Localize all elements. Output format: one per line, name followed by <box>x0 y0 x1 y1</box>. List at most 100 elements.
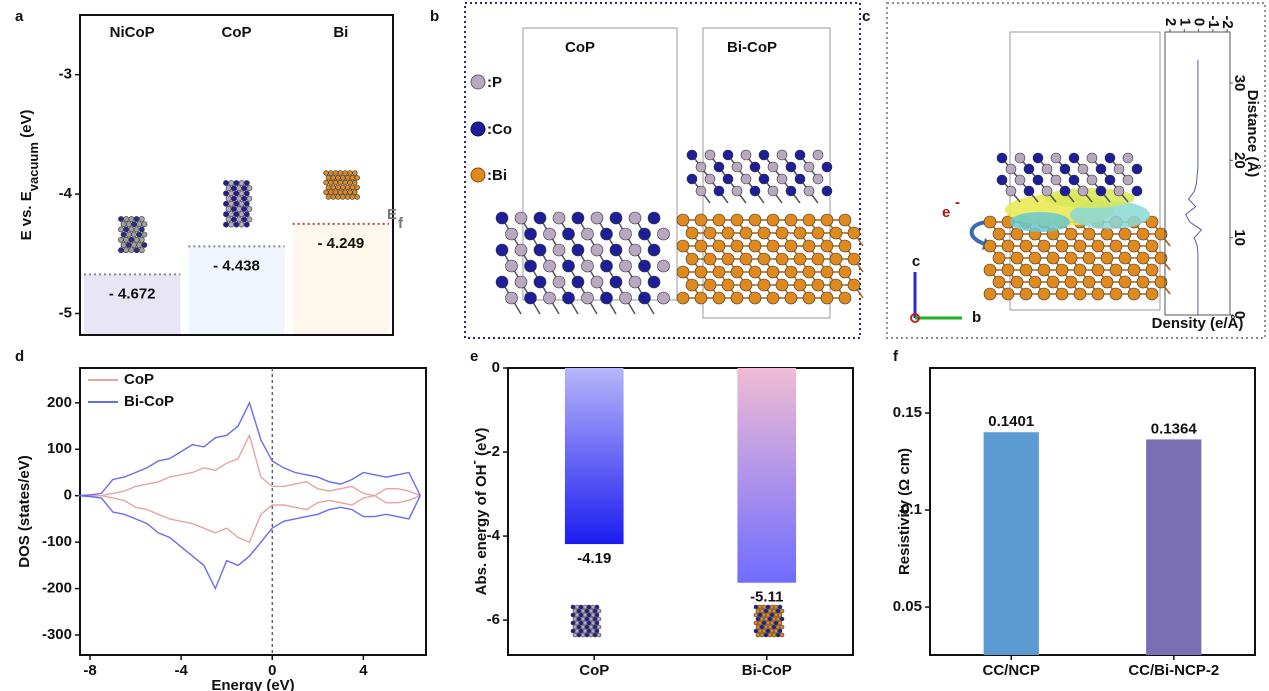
atom <box>703 278 717 292</box>
value-label: - 4.438 <box>213 257 260 274</box>
atom <box>1032 174 1044 186</box>
atom <box>1100 275 1114 289</box>
atom <box>676 291 690 305</box>
atom <box>1019 263 1033 277</box>
atom <box>996 152 1008 164</box>
atom <box>812 173 824 185</box>
atom <box>722 173 734 185</box>
atom <box>1073 263 1087 277</box>
atom <box>233 200 240 207</box>
atom <box>552 243 566 257</box>
atom <box>243 211 250 218</box>
atom <box>784 239 798 253</box>
atom <box>694 213 708 227</box>
atom <box>241 206 248 212</box>
atom <box>628 275 642 289</box>
atom <box>543 259 556 273</box>
atom <box>609 211 623 225</box>
atom <box>1109 263 1123 277</box>
atom <box>1064 251 1078 265</box>
atom <box>1091 239 1105 253</box>
atom <box>1109 287 1123 301</box>
atom <box>223 200 229 207</box>
atom <box>120 221 127 228</box>
atom <box>821 161 833 173</box>
plot-frame <box>929 367 1256 656</box>
atom <box>120 231 127 238</box>
y-tick-label: -5 <box>59 304 72 321</box>
atom <box>769 620 775 626</box>
axis-label: DOS (states/eV) <box>16 455 33 568</box>
atom <box>1050 152 1062 164</box>
atom <box>238 200 245 207</box>
panel-c-frame <box>886 2 1266 339</box>
atom <box>803 161 815 173</box>
atom <box>570 604 576 610</box>
atom <box>802 265 816 279</box>
atom <box>581 227 594 241</box>
atom <box>755 632 761 638</box>
atom <box>594 628 600 634</box>
atom <box>1113 185 1125 197</box>
atom <box>1127 263 1141 277</box>
axis-label: Energy (eV) <box>211 677 294 691</box>
atom <box>243 190 250 197</box>
atom <box>552 275 566 289</box>
atom <box>514 211 528 225</box>
atom <box>118 247 124 254</box>
atom <box>766 265 780 279</box>
atom <box>570 628 576 634</box>
atom <box>562 291 575 305</box>
atom <box>730 239 744 253</box>
axis-label-part: E vs. E <box>18 191 35 240</box>
atom <box>802 239 816 253</box>
atom <box>241 216 248 223</box>
value-label: - 4.672 <box>109 285 156 302</box>
atom <box>757 612 763 618</box>
tick-label: 2 <box>1162 18 1179 26</box>
atom <box>592 624 598 630</box>
atom <box>619 259 632 273</box>
atom <box>758 149 770 161</box>
atom <box>590 243 604 257</box>
atom <box>847 226 861 240</box>
atom <box>1005 163 1017 175</box>
atom <box>785 185 797 197</box>
atom <box>136 231 143 238</box>
atom <box>712 213 726 227</box>
atom <box>238 221 245 228</box>
atom <box>592 616 598 622</box>
atom <box>820 291 834 305</box>
atom <box>1091 287 1105 301</box>
atom <box>1091 263 1105 277</box>
atom <box>533 243 547 257</box>
atom <box>323 170 329 176</box>
atom <box>777 628 783 634</box>
atom <box>712 239 726 253</box>
y-tick-label: -2 <box>487 443 500 460</box>
atom <box>1037 287 1051 301</box>
atom <box>676 265 690 279</box>
atom <box>731 185 743 197</box>
plot-frame <box>507 367 854 656</box>
atom <box>600 259 613 273</box>
atom <box>759 632 765 638</box>
atom <box>572 616 578 622</box>
atom <box>1136 227 1150 241</box>
legend-atom <box>470 121 486 137</box>
atom <box>495 211 509 225</box>
atom <box>125 242 132 248</box>
atom <box>803 185 815 197</box>
atom <box>1118 275 1132 289</box>
y-tick-label: -4 <box>59 185 73 202</box>
atom <box>138 247 145 254</box>
tick-label: 0 <box>1191 18 1208 26</box>
cell-box <box>522 27 678 301</box>
value-label: -4.19 <box>577 550 611 567</box>
atom <box>1068 152 1080 164</box>
atom <box>571 275 585 289</box>
atom <box>347 189 353 195</box>
atom <box>1037 239 1051 253</box>
atom <box>574 604 580 610</box>
atom <box>323 179 329 186</box>
